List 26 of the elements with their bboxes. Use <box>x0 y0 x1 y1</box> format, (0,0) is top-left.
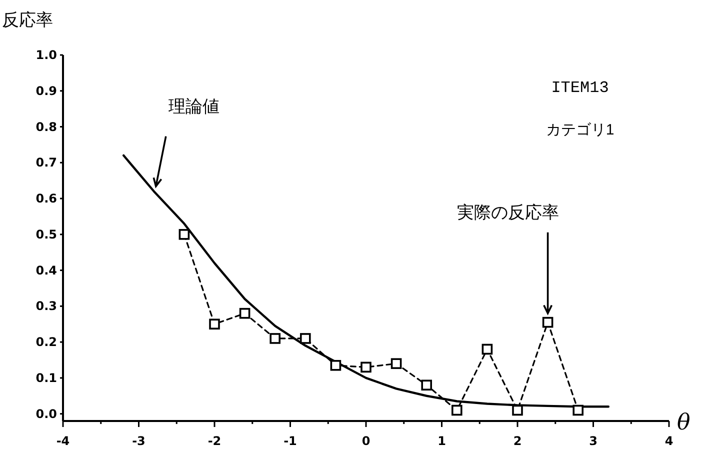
y-tick-label: 0.3 <box>36 299 57 314</box>
y-tick-label: 0.0 <box>36 406 57 421</box>
text: ITEM13 <box>551 79 609 97</box>
y-tick-label: 0.1 <box>36 370 57 385</box>
x-tick-label: 2 <box>513 434 522 448</box>
x-tick-label: -2 <box>208 434 222 448</box>
x-tick-label: 4 <box>664 434 674 448</box>
annotation: 理論値 <box>168 96 220 116</box>
y-tick-label: 0.5 <box>36 227 57 242</box>
x-tick-label: -1 <box>284 434 297 448</box>
x-tick-label: 3 <box>589 434 598 448</box>
y-tick-label: 0.2 <box>36 335 57 350</box>
y-tick-label: 0.7 <box>36 156 57 170</box>
x-tick-label: -3 <box>132 434 146 448</box>
y-tick-label: 0.8 <box>36 120 57 134</box>
x-tick-label: 1 <box>438 434 446 448</box>
y-tick-label: 0.9 <box>36 84 57 98</box>
y-tick-label: 1.0 <box>36 48 57 62</box>
annotation: 実際の反応率 <box>456 202 559 222</box>
y-tick-label: 0.4 <box>36 263 57 278</box>
x-tick-label: 0 <box>362 434 370 448</box>
x-tick-label: -4 <box>56 434 70 448</box>
x-axis-title: θ <box>677 410 690 436</box>
y-tick-label: 0.6 <box>36 192 57 206</box>
y-axis-title: 反応率 <box>2 10 53 30</box>
text: カテゴリ1 <box>546 122 614 138</box>
